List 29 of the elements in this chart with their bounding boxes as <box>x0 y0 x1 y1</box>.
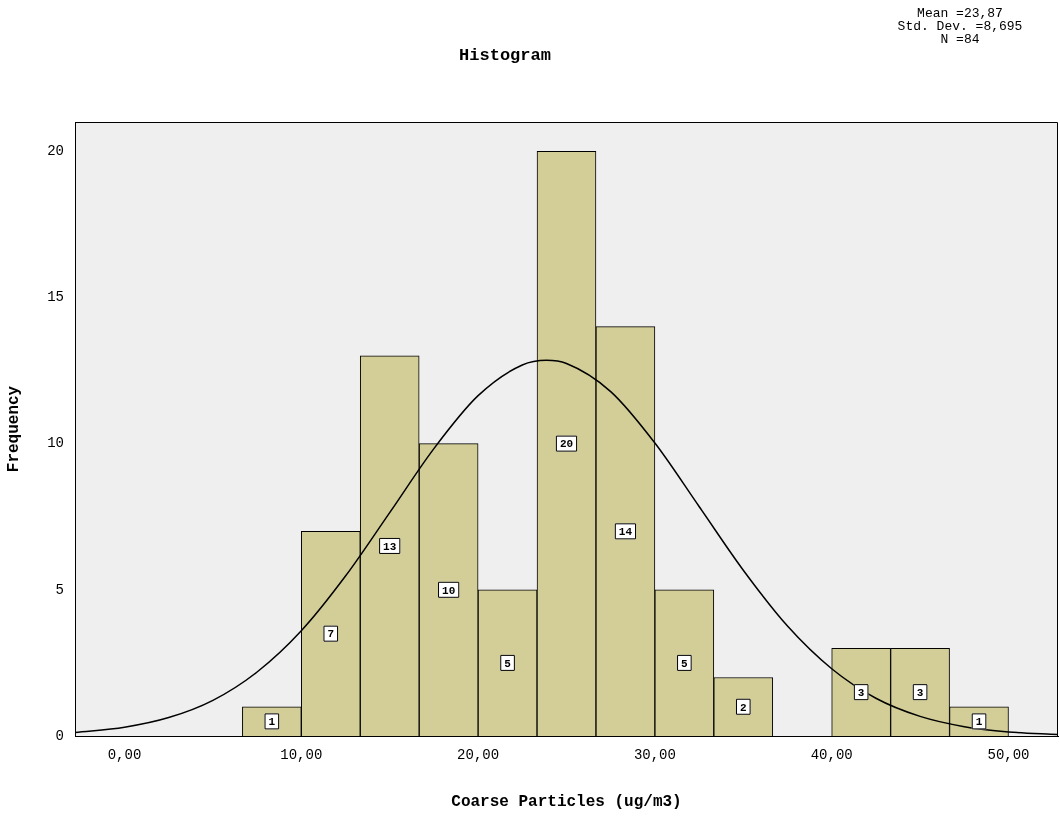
data-label: 5 <box>681 657 689 670</box>
data-label: 1 <box>975 716 983 729</box>
x-tick-label: 50,00 <box>987 747 1030 764</box>
x-tick-label: 10,00 <box>280 747 323 764</box>
text: N =84 <box>940 32 980 48</box>
data-label: 10 <box>442 584 456 597</box>
data-label: 13 <box>383 540 397 553</box>
data-label: 1 <box>268 716 276 729</box>
text: Std. Dev. =8,695 <box>897 19 1023 35</box>
data-label: 14 <box>618 526 633 539</box>
data-label: 3 <box>857 686 865 699</box>
y-tick-label: 15 <box>47 289 64 306</box>
y-tick-label: 10 <box>47 435 64 452</box>
y-tick-label: 20 <box>47 142 64 159</box>
x-tick-label: 40,00 <box>810 747 853 764</box>
x-tick-label: 30,00 <box>633 747 676 764</box>
x-tick-label: 20,00 <box>457 747 500 764</box>
data-label: 20 <box>559 438 574 451</box>
data-label: 7 <box>327 628 335 641</box>
text: Mean =23,87 <box>917 6 1003 22</box>
chart-title: Histogram <box>459 46 551 66</box>
y-axis-title: Frequency <box>4 385 23 473</box>
y-tick-label: 0 <box>55 727 64 744</box>
data-label: 3 <box>916 686 924 699</box>
y-tick-label: 5 <box>55 581 64 598</box>
x-axis-title: Coarse Particles (ug/m3) <box>451 793 682 812</box>
x-tick-label: 0,00 <box>107 747 142 764</box>
data-label: 5 <box>504 657 512 670</box>
data-label: 2 <box>739 701 747 714</box>
